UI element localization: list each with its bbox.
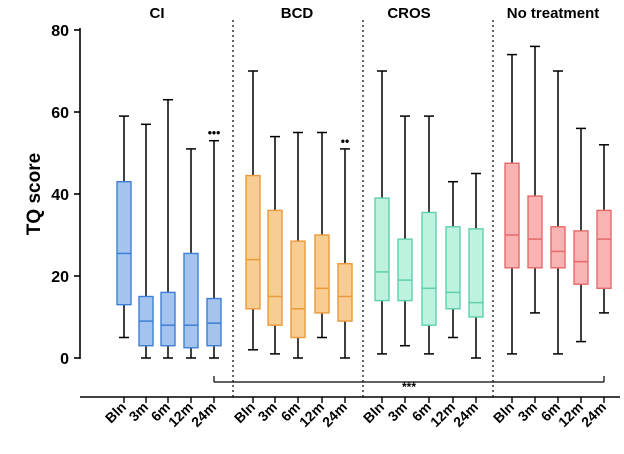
box-no-treatment-12m xyxy=(573,230,589,285)
y-axis-label: TQ score xyxy=(24,153,45,235)
x-tick-label-ci-24m: 24m xyxy=(188,399,219,430)
box-cros-24m xyxy=(468,228,484,318)
group-title-bcd: BCD xyxy=(281,5,314,22)
x-tick-label-bcd-3m: 3m xyxy=(254,399,280,425)
comparison-significance-label: *** xyxy=(402,380,416,394)
y-tick-label-20: 20 xyxy=(51,269,69,286)
box-cros-12m xyxy=(445,226,461,310)
box-no-treatment-24m xyxy=(596,209,612,289)
box-cros-6m xyxy=(421,211,437,326)
box-bcd-3m xyxy=(267,209,283,326)
y-tick-label-0: 0 xyxy=(60,351,69,368)
x-tick-label-no-treatment-bln: Bln xyxy=(490,399,517,426)
box-no-treatment-3m xyxy=(527,195,543,269)
y-tick-label-40: 40 xyxy=(51,187,69,204)
box-bcd-12m xyxy=(314,234,330,314)
x-tick-label-bcd-24m: 24m xyxy=(319,399,350,430)
group-title-no-treatment: No treatment xyxy=(507,5,600,22)
y-tick-label-80: 80 xyxy=(51,23,69,40)
x-tick-label-cros-3m: 3m xyxy=(384,399,410,425)
box-bcd-24m xyxy=(337,263,353,322)
x-tick-label-cros-24m: 24m xyxy=(450,399,481,430)
box-ci-12m xyxy=(183,252,199,349)
y-tick-label-60: 60 xyxy=(51,105,69,122)
box-cros-bln xyxy=(374,197,390,302)
group-title-ci: CI xyxy=(150,5,165,22)
x-tick-label-no-treatment-3m: 3m xyxy=(514,399,540,425)
box-ci-bln xyxy=(116,180,132,306)
x-tick-label-ci-3m: 3m xyxy=(125,399,151,425)
box-no-treatment-6m xyxy=(550,226,566,269)
box-no-treatment-bln xyxy=(504,162,520,269)
box-bcd-6m xyxy=(290,240,306,339)
group-title-cros: CROS xyxy=(387,5,430,22)
box-ci-6m xyxy=(160,291,176,347)
significance-marker-bcd-24m: •• xyxy=(341,134,349,148)
box-ci-24m xyxy=(206,297,222,347)
significance-marker-ci-24m: ••• xyxy=(208,126,221,140)
box-cros-3m xyxy=(397,238,413,302)
box-bcd-bln xyxy=(245,174,261,310)
x-tick-label-no-treatment-24m: 24m xyxy=(578,399,609,430)
x-tick-label-cros-bln: Bln xyxy=(360,399,387,426)
